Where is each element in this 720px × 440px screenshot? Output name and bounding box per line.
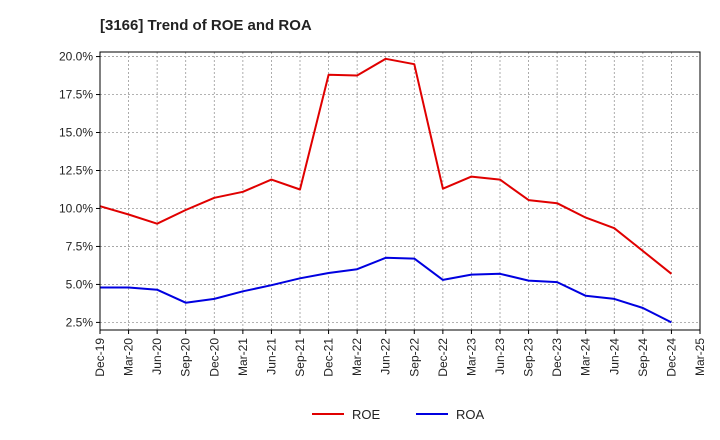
x-tick-label: Dec-20 xyxy=(207,338,221,377)
y-tick-label: 7.5% xyxy=(66,239,94,253)
x-tick-label: Dec-19 xyxy=(93,338,107,377)
x-tick-label: Jun-20 xyxy=(150,338,164,375)
x-tick-label: Mar-23 xyxy=(464,338,478,376)
x-tick-label: Jun-22 xyxy=(379,338,393,375)
x-tick-label: Mar-22 xyxy=(350,338,364,376)
series-lines xyxy=(99,57,673,324)
y-tick-label: 5.0% xyxy=(66,277,94,291)
x-tick-label: Sep-21 xyxy=(293,338,307,377)
x-tick-label: Jun-23 xyxy=(493,338,507,375)
x-tick-label: Dec-22 xyxy=(436,338,450,377)
x-tick-label: Mar-24 xyxy=(579,338,593,376)
y-tick-label: 12.5% xyxy=(59,163,93,177)
y-axis-ticks: 2.5% 5.0% 7.5% 10.0% 12.5% 15.0% 17.5% 20.0% xyxy=(59,50,100,329)
y-tick-label: 2.5% xyxy=(66,315,94,329)
x-tick-label: Mar-25 xyxy=(693,338,707,376)
legend: ROE ROA xyxy=(312,407,485,422)
y-tick-label: 20.0% xyxy=(59,50,93,64)
y-tick-label: 15.0% xyxy=(59,126,93,140)
series-line-roe xyxy=(99,57,673,275)
legend-label-roa: ROA xyxy=(456,407,485,422)
grid xyxy=(99,52,701,330)
x-tick-label: Sep-20 xyxy=(179,338,193,377)
x-tick-label: Dec-23 xyxy=(550,338,564,377)
x-tick-label: Dec-24 xyxy=(664,338,678,377)
x-tick-label: Sep-24 xyxy=(636,338,650,377)
x-tick-label: Mar-20 xyxy=(122,338,136,376)
y-tick-label: 17.5% xyxy=(59,88,93,102)
y-tick-label: 10.0% xyxy=(59,201,93,215)
series-line-roa xyxy=(100,256,672,324)
x-axis-ticks: Dec-19 Mar-20 Jun-20 Sep-20 Dec-20 Mar-21 Jun-… xyxy=(93,330,707,377)
x-tick-label: Sep-23 xyxy=(522,338,536,377)
x-tick-label: Jun-24 xyxy=(607,338,621,375)
plot-frame xyxy=(99,51,701,331)
x-tick-label: Dec-21 xyxy=(322,338,336,377)
x-tick-label: Jun-21 xyxy=(264,338,278,375)
x-tick-label: Sep-22 xyxy=(407,338,421,377)
x-tick-label: Mar-21 xyxy=(236,338,250,376)
chart-title: [3166] Trend of ROE and ROA xyxy=(100,17,312,34)
legend-label-roe: ROE xyxy=(352,407,381,422)
